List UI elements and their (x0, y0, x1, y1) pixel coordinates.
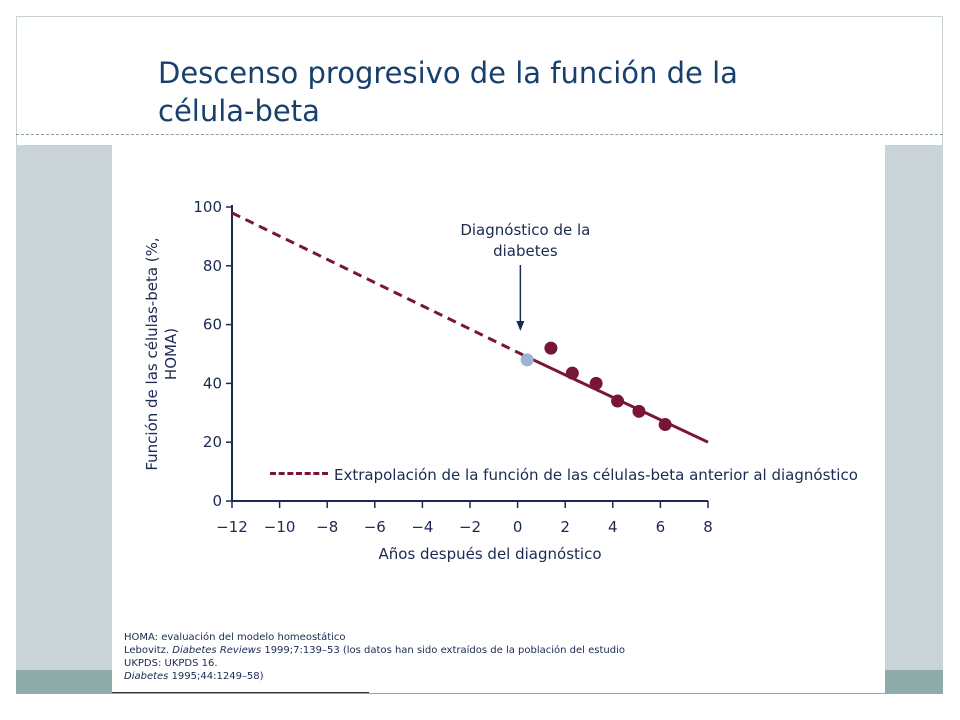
footnote-ukpds: UKPDS: UKPDS 16. (124, 658, 218, 669)
footnote-homa: HOMA: evaluación del modelo homeostático (124, 632, 346, 643)
data-point (658, 418, 672, 432)
x-tick-label: −4 (411, 518, 433, 536)
data-point (611, 394, 625, 408)
x-tick-label: 6 (656, 518, 666, 536)
x-axis-label: Años después del diagnóstico (379, 545, 602, 563)
title-divider (16, 134, 943, 135)
chart-legend: Extrapolación de la función de las célul… (270, 466, 858, 484)
x-tick-label: −12 (216, 518, 248, 536)
chart-annotation: Diagnóstico de la diabetes (460, 221, 590, 331)
x-tick-label: 2 (560, 518, 570, 536)
y-tick-label: 80 (203, 257, 222, 275)
x-tick-label: −6 (364, 518, 386, 536)
x-tick-label: −10 (264, 518, 296, 536)
diagnosis-point (520, 353, 534, 367)
data-point (565, 366, 579, 380)
y-tick-label: 20 (203, 433, 222, 451)
data-point (632, 404, 646, 418)
footnote-diabetes: Diabetes 1995;44:1249–58) (124, 671, 264, 682)
y-tick-label: 0 (212, 492, 222, 510)
x-tick-label: 0 (513, 518, 523, 536)
y-tick-label: 40 (203, 374, 222, 392)
footnotes: HOMA: evaluación del modelo homeostático… (124, 631, 625, 683)
x-tick-label: 4 (608, 518, 618, 536)
footnote-lebovitz: Lebovitz. Diabetes Reviews 1999;7:139–53… (124, 645, 625, 656)
x-tick-label: −2 (459, 518, 481, 536)
chart-points (520, 341, 672, 432)
legend-label: Extrapolación de la función de las célul… (334, 466, 858, 484)
data-point (589, 376, 603, 390)
x-tick-label: 8 (703, 518, 713, 536)
footnote-underline (112, 692, 369, 693)
y-tick-label: 60 (203, 316, 222, 334)
y-axis-label: Función de las células-beta (%,HOMA) (143, 237, 180, 470)
y-tick-label: 100 (193, 198, 222, 216)
extrapolation-line (231, 211, 528, 359)
slide-title: Descenso progresivo de la función de la … (158, 56, 738, 128)
annotation-arrow-head (516, 321, 525, 331)
chart-panel: −12 −10 −8 −6 −4 −2 0 2 4 6 8 0 20 40 60 80 100 Diagnóst… (112, 145, 885, 693)
x-tick-label: −8 (316, 518, 338, 536)
chart-axis-labels: Años después del diagnóstico Función de l… (143, 237, 602, 563)
legend-dashed-swatch (270, 472, 328, 475)
data-point (544, 341, 558, 355)
annotation-label: Diagnóstico de la diabetes (460, 221, 590, 260)
